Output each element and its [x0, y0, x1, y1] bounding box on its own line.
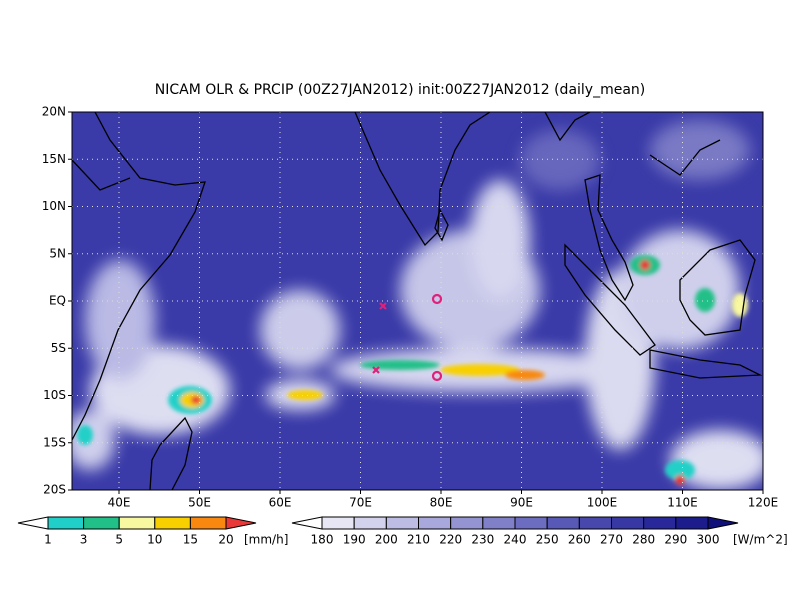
coastlines [72, 112, 763, 490]
lat-label: 5S [51, 341, 66, 355]
lat-label: 15N [42, 152, 66, 166]
legend-unit: [W/m^2] [733, 533, 788, 547]
legend-label: 210 [407, 533, 430, 547]
map-title: NICAM OLR & PRCIP (00Z27JAN2012) init:00… [155, 82, 646, 98]
legend-label: 190 [343, 533, 366, 547]
legend-label: 300 [697, 533, 720, 547]
legend-box [578, 516, 612, 530]
lat-label: 10S [43, 388, 66, 402]
legend-label: 20 [218, 533, 233, 547]
legend-box [321, 516, 355, 530]
legend-box [385, 516, 420, 530]
legend-label: 240 [504, 533, 527, 547]
legend-label: 250 [536, 533, 559, 547]
lon-label: 40E [108, 496, 131, 510]
legends: 1 3 5 10 15 20 [mm/h] 180 190 200 210 220 230 240 250 2… [17, 516, 788, 547]
lon-label: 70E [349, 496, 372, 510]
legend-label: 230 [471, 533, 494, 547]
axis-labels: 20N 15N 10N 5N EQ 5S 10S 15S 20S 40E 50E 60E 70E 80E 9… [42, 105, 779, 510]
cloud-field [72, 120, 763, 490]
legend-box [189, 516, 227, 530]
legend-box [611, 516, 645, 530]
lon-label: 50E [188, 496, 211, 510]
legend-label: 220 [439, 533, 462, 547]
x-marker [372, 366, 380, 374]
lat-label: 10N [42, 199, 66, 213]
legend-label: 200 [375, 533, 398, 547]
legend-box [418, 516, 452, 530]
legend-label: 280 [632, 533, 655, 547]
lat-label: 20S [43, 483, 66, 497]
circle-marker [431, 370, 443, 382]
legend-box [675, 516, 709, 530]
legend-box [643, 516, 677, 530]
legend-label: 1 [44, 533, 52, 547]
legend-label: 270 [600, 533, 623, 547]
legend-box [47, 516, 85, 530]
legend-box [450, 516, 484, 530]
lat-label: 20N [42, 105, 66, 119]
legend-label: 260 [568, 533, 591, 547]
legend-arrow-low [17, 516, 49, 530]
legend-box [118, 516, 156, 530]
circle-marker [431, 293, 443, 305]
legend-arrow-high [707, 516, 739, 530]
legend-arrow-high [225, 516, 257, 530]
legend-label: 290 [664, 533, 687, 547]
lat-label: EQ [49, 294, 66, 308]
precip-field [77, 255, 748, 485]
lat-label: 5N [49, 246, 66, 260]
legend-label: 180 [311, 533, 334, 547]
legend-label: 10 [147, 533, 162, 547]
legend-label: 3 [80, 533, 88, 547]
graticule [72, 112, 763, 490]
legend-box [514, 516, 548, 530]
legend-box [482, 516, 516, 530]
lon-label: 120E [748, 496, 779, 510]
legend-unit: [mm/h] [244, 533, 288, 547]
markers [372, 293, 443, 382]
legend-box [83, 516, 120, 530]
legend-arrow-low [291, 516, 323, 530]
legend-label: 5 [115, 533, 123, 547]
lon-label: 110E [667, 496, 698, 510]
legend-label: 15 [183, 533, 198, 547]
lon-label: 80E [430, 496, 453, 510]
lon-label: 90E [510, 496, 533, 510]
legend-box [546, 516, 580, 530]
lon-label: 60E [269, 496, 292, 510]
lon-label: 100E [587, 496, 618, 510]
legend-box [154, 516, 191, 530]
map-area [72, 112, 763, 490]
legend-box [353, 516, 387, 530]
x-marker [379, 302, 387, 310]
lat-label: 15S [43, 435, 66, 449]
